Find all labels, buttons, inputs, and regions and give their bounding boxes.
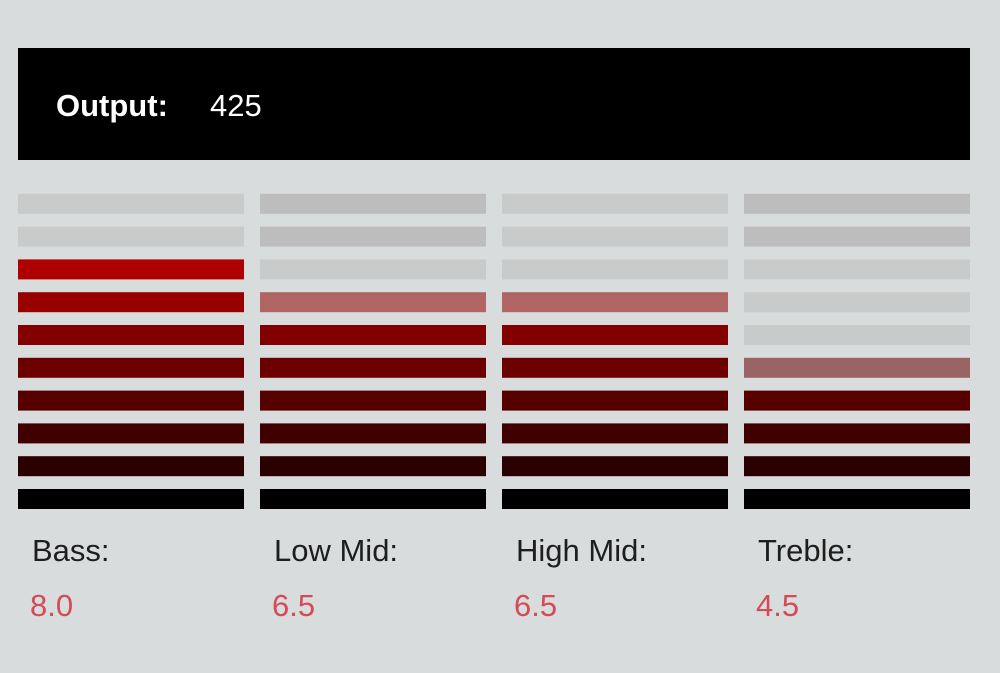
level-segment (18, 292, 244, 313)
level-segment (260, 259, 486, 280)
level-segment (744, 325, 970, 345)
level-segment (260, 226, 486, 247)
level-segment (502, 456, 728, 477)
band-value: 8.0 (30, 588, 73, 623)
level-segment (260, 489, 486, 509)
band-value: 4.5 (756, 588, 799, 623)
level-segment (502, 193, 728, 214)
level-segment (744, 390, 970, 411)
level-segment (18, 357, 244, 378)
band-label: High Mid: (516, 533, 647, 568)
level-segment (502, 259, 728, 280)
level-segment (18, 456, 244, 477)
level-segment (502, 226, 728, 247)
band-value: 6.5 (272, 588, 315, 623)
level-segment (18, 325, 244, 345)
output-value: 425 (210, 88, 262, 123)
level-segment (744, 259, 970, 280)
level-segment (744, 226, 970, 247)
level-segment (744, 292, 970, 313)
level-segment (502, 325, 728, 345)
level-segment (260, 357, 486, 378)
band-value: 6.5 (514, 588, 557, 623)
level-segment (744, 193, 970, 214)
level-segment (502, 423, 728, 444)
level-segment (18, 390, 244, 411)
level-segment (502, 292, 728, 313)
level-segment (18, 259, 244, 280)
level-segment (502, 489, 728, 509)
level-segment (744, 456, 970, 477)
level-segment (18, 193, 244, 214)
level-segment (744, 357, 970, 378)
band-label: Bass: (32, 533, 110, 568)
level-segment (18, 423, 244, 444)
level-segment (502, 357, 728, 378)
level-segment (744, 489, 970, 509)
level-segment (18, 226, 244, 247)
output-box (18, 48, 970, 160)
band-label: Low Mid: (274, 533, 398, 568)
output-label: Output: (56, 88, 168, 123)
level-segment (260, 193, 486, 214)
level-segment (744, 423, 970, 444)
band-label: Treble: (758, 533, 853, 568)
level-segment (260, 325, 486, 345)
level-segment (260, 390, 486, 411)
level-segment (260, 423, 486, 444)
level-segment (260, 292, 486, 313)
level-segment (18, 489, 244, 509)
level-segment (502, 390, 728, 411)
level-segment (260, 456, 486, 477)
